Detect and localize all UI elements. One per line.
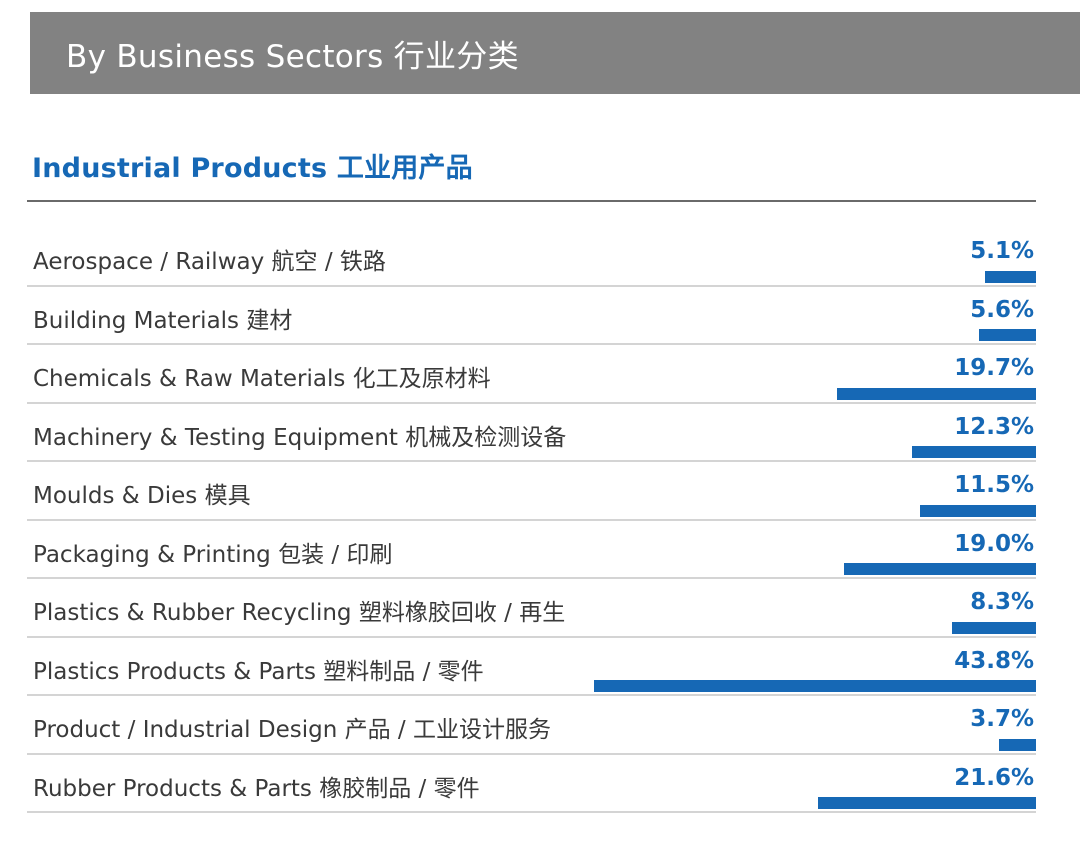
data-label: 19.7% [954, 355, 1034, 381]
bar-row: Moulds & Dies 模具 11.5% [27, 462, 1036, 521]
data-label: 21.6% [954, 764, 1034, 791]
bar-row: Plastics & Rubber Recycling 塑料橡胶回收 / 再生 8… [27, 579, 1036, 638]
section-header: By Business Sectors 行业分类 [30, 12, 1080, 94]
bar-row: Product / Industrial Design 产品 / 工业设计服务 3… [27, 696, 1036, 755]
section-title: By Business Sectors 行业分类 [66, 38, 519, 75]
bar [912, 446, 1036, 458]
data-label: 5.1% [970, 238, 1034, 264]
category-label: Chemicals & Raw Materials 化工及原材料 [33, 366, 491, 392]
title-divider [27, 200, 1036, 202]
bar-row: Machinery & Testing Equipment 机械及检测设备 12.… [27, 404, 1036, 462]
category-label: Rubber Products & Parts 橡胶制品 / 零件 [33, 775, 480, 802]
bar [920, 504, 1036, 517]
bar-row: Aerospace / Railway 航空 / 铁路 5.1% [27, 228, 1036, 287]
data-label: 19.0% [954, 530, 1034, 557]
bar [594, 680, 1036, 692]
bar-row: Plastics Products & Parts 塑料制品 / 零件 43.8% [27, 638, 1036, 696]
category-label: Building Materials 建材 [33, 307, 293, 334]
category-label: Plastics Products & Parts 塑料制品 / 零件 [33, 658, 484, 685]
data-label: 5.6% [970, 296, 1034, 323]
bar [999, 738, 1036, 751]
bar-row: Building Materials 建材 5.6% [27, 287, 1036, 345]
bar-row: Packaging & Printing 包装 / 印刷 19.0% [27, 521, 1036, 579]
data-label: 11.5% [954, 472, 1034, 498]
data-label: 43.8% [954, 647, 1034, 674]
category-label: Aerospace / Railway 航空 / 铁路 [33, 249, 386, 275]
bar-row: Rubber Products & Parts 橡胶制品 / 零件 21.6% [27, 755, 1036, 813]
category-label: Product / Industrial Design 产品 / 工业设计服务 [33, 717, 551, 743]
bar [979, 329, 1036, 341]
bar [844, 563, 1036, 575]
category-label: Moulds & Dies 模具 [33, 483, 251, 509]
bar-chart: Aerospace / Railway 航空 / 铁路 5.1% Building … [27, 228, 1036, 813]
bar [818, 797, 1036, 809]
chart-title: Industrial Products 工业用产品 [32, 153, 473, 184]
data-label: 8.3% [970, 589, 1034, 615]
category-label: Machinery & Testing Equipment 机械及检测设备 [33, 424, 567, 451]
bar [837, 387, 1036, 400]
bar [985, 270, 1036, 283]
data-label: 3.7% [970, 706, 1034, 732]
category-label: Packaging & Printing 包装 / 印刷 [33, 541, 393, 568]
bar [952, 621, 1036, 634]
category-label: Plastics & Rubber Recycling 塑料橡胶回收 / 再生 [33, 600, 566, 626]
bar-row: Chemicals & Raw Materials 化工及原材料 19.7% [27, 345, 1036, 404]
data-label: 12.3% [954, 413, 1034, 440]
